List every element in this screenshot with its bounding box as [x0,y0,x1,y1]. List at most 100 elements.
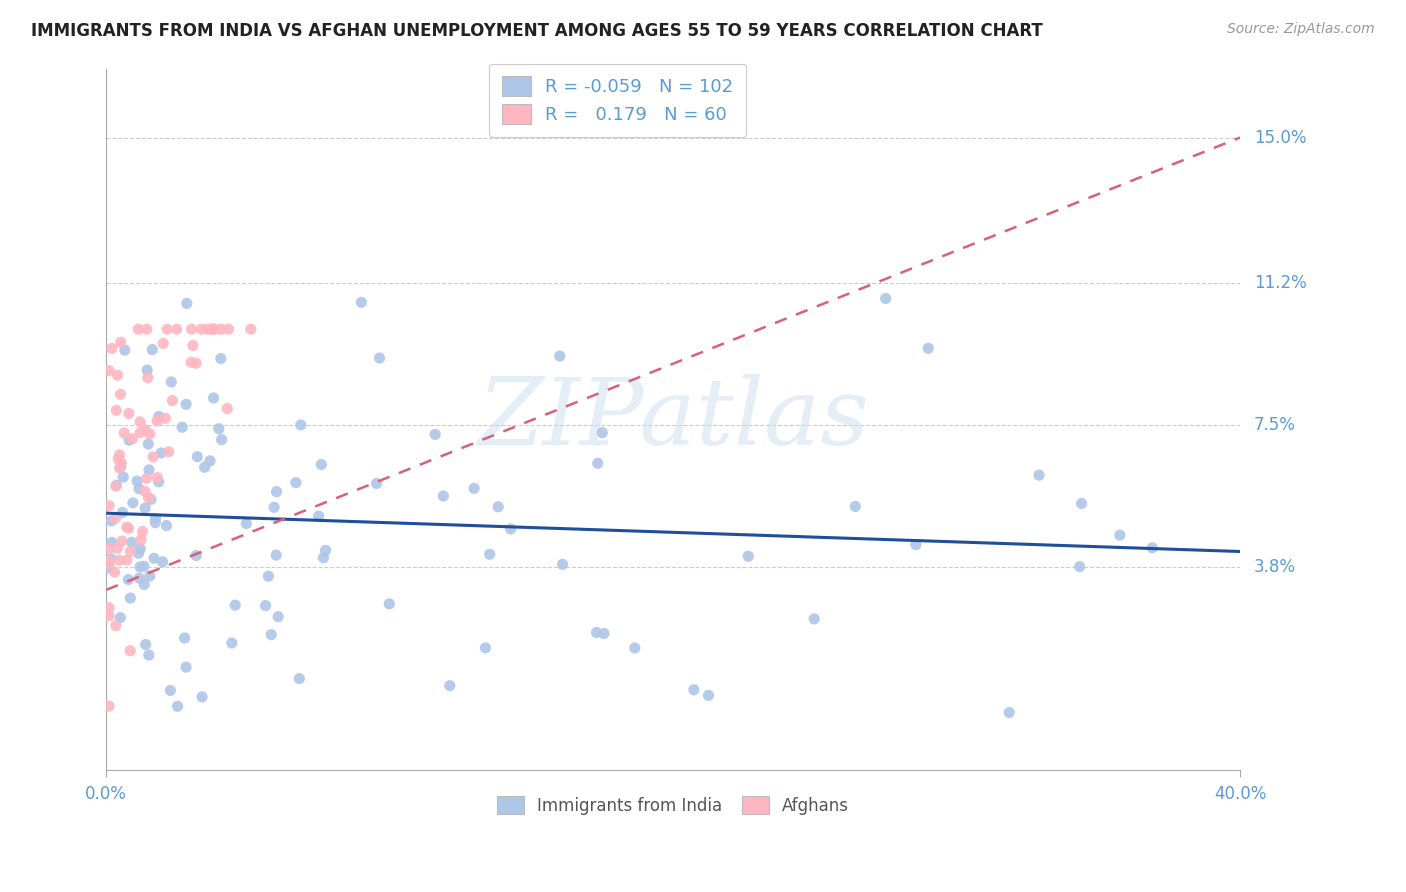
Point [142,450,165,464]
Point [110,610,132,624]
Point [432,489,454,503]
Point [139,492,162,507]
Point [844,500,866,514]
Point [136,363,159,377]
Point [478,547,501,561]
Point [592,626,614,640]
Point [803,612,825,626]
Point [1028,468,1050,483]
Point [308,509,330,524]
Point [112,470,135,484]
Point [499,522,522,536]
Point [474,640,496,655]
Point [425,427,447,442]
Point [115,553,138,567]
Point [157,445,180,459]
Point [202,322,225,336]
Point [155,411,177,425]
Point [176,296,198,310]
Point [217,401,239,416]
Point [110,335,132,350]
Point [180,322,202,336]
Point [155,518,177,533]
Point [904,538,927,552]
Point [623,640,645,655]
Point [162,393,184,408]
Point [917,342,939,356]
Point [737,549,759,564]
Point [100,514,122,528]
Text: 15.0%: 15.0% [1254,128,1306,146]
Point [129,541,152,556]
Point [267,609,290,624]
Point [211,433,233,447]
Point [138,491,160,505]
Point [1070,496,1092,510]
Point [172,420,194,434]
Point [129,415,152,429]
Point [134,423,156,437]
Point [439,679,461,693]
Point [159,683,181,698]
Point [104,479,127,493]
Point [143,551,166,566]
Point [135,638,157,652]
Point [166,699,188,714]
Point [98,561,121,575]
Point [110,456,132,470]
Point [198,454,221,468]
Point [104,511,127,525]
Point [118,434,141,448]
Text: 7.5%: 7.5% [1254,416,1296,434]
Point [350,295,373,310]
Point [98,499,121,513]
Point [135,322,157,336]
Point [697,689,720,703]
Text: Source: ZipAtlas.com: Source: ZipAtlas.com [1227,22,1375,37]
Point [136,370,159,384]
Text: ZIPatlas: ZIPatlas [477,375,869,464]
Point [129,533,152,547]
Point [98,699,121,714]
Point [591,425,613,440]
Point [132,559,155,574]
Point [486,500,509,514]
Point [166,322,188,336]
Point [148,475,170,489]
Point [202,391,225,405]
Point [174,397,197,411]
Point [191,690,214,704]
Point [218,322,240,336]
Point [98,541,121,556]
Point [202,322,225,336]
Point [98,600,121,615]
Point [101,535,124,549]
Point [463,482,485,496]
Point [122,496,145,510]
Point [201,322,224,336]
Point [108,448,131,462]
Point [197,322,219,336]
Point [117,573,139,587]
Point [152,336,174,351]
Point [105,478,128,492]
Point [143,516,166,530]
Legend: Immigrants from India, Afghans: Immigrants from India, Afghans [486,786,859,825]
Point [121,535,143,549]
Point [186,450,208,464]
Point [134,577,156,591]
Point [315,543,337,558]
Point [173,631,195,645]
Point [128,571,150,585]
Point [118,407,141,421]
Point [128,482,150,496]
Point [290,417,312,432]
Point [127,474,149,488]
Point [108,461,131,475]
Point [101,342,124,356]
Point [288,672,311,686]
Point [194,460,217,475]
Point [100,551,122,566]
Point [98,364,121,378]
Point [284,475,307,490]
